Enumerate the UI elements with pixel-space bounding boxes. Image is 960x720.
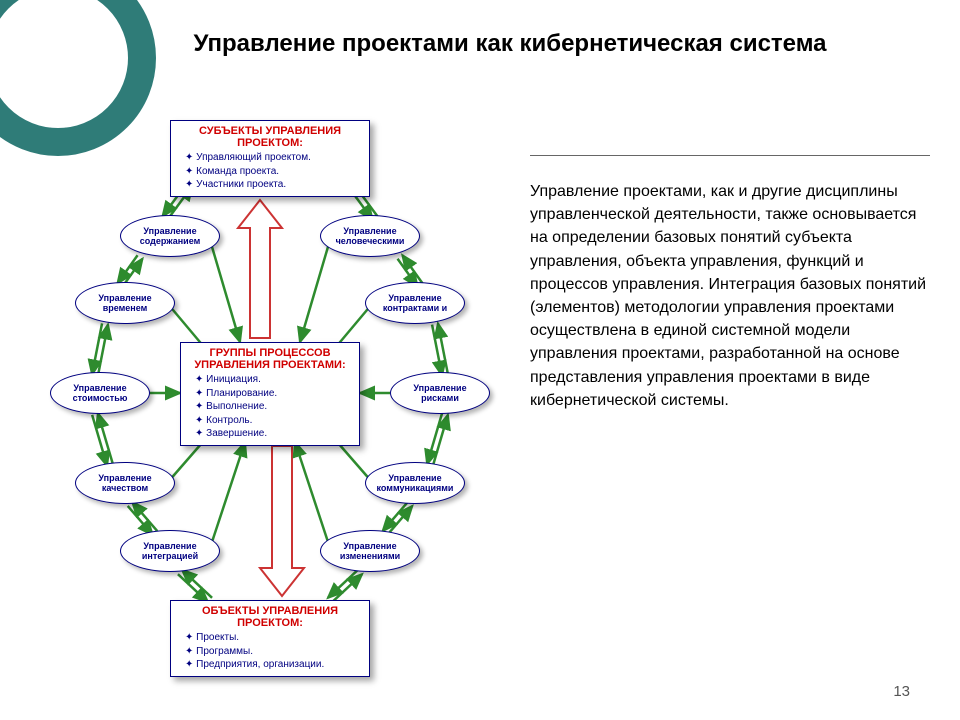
big-arrow-up [238,200,282,338]
divider [530,155,930,156]
ellipse-label: Управление рисками [397,383,483,404]
ellipse-label: Управление изменениями [327,541,413,562]
arrow [210,240,240,342]
page-number: 13 [893,683,910,700]
body-text: Управление проектами, как и другие дисци… [530,180,930,412]
ellipse-comm: Управление коммуникациями [365,462,465,504]
arrow [295,442,330,548]
box-list-item: Участники проекта. [185,178,361,192]
ellipse-quality: Управление качеством [75,462,175,504]
arrow [300,240,330,342]
box-list: Проекты.Программы.Предприятия, организац… [179,631,361,672]
box-list: Инициация.Планирование.Выполнение.Контро… [189,373,351,441]
ellipse-label: Управление человеческими [327,226,413,247]
box-list: Управляющий проектом.Команда проекта.Уча… [179,151,361,192]
box-list-item: Выполнение. [195,400,351,414]
box-title: СУБЪЕКТЫ УПРАВЛЕНИЯ ПРОЕКТОМ: [179,125,361,149]
box-list-item: Завершение. [195,427,351,441]
ellipse-changes: Управление изменениями [320,530,420,572]
box-list-item: Контроль. [195,414,351,428]
big-arrow-down [260,446,304,596]
ellipse-time: Управление временем [75,282,175,324]
ellipse-contracts: Управление контрактами и [365,282,465,324]
box-list-item: Планирование. [195,387,351,401]
ellipse-label: Управление стоимостью [57,383,143,404]
box-title: ГРУППЫ ПРОЦЕССОВ УПРАВЛЕНИЯ ПРОЕКТАМИ: [189,347,351,371]
ellipse-label: Управление контрактами и [372,293,458,314]
box-list-item: Предприятия, организации. [185,658,361,672]
arrow [210,442,245,548]
box-list-item: Команда проекта. [185,165,361,179]
ellipse-content: Управление содержанием [120,215,220,257]
box-list-item: Программы. [185,645,361,659]
ellipse-label: Управление коммуникациями [372,473,458,494]
ellipse-label: Управление качеством [82,473,168,494]
box-subjects: СУБЪЕКТЫ УПРАВЛЕНИЯ ПРОЕКТОМ:Управляющий… [170,120,370,197]
box-list-item: Инициация. [195,373,351,387]
box-objects: ОБЪЕКТЫ УПРАВЛЕНИЯ ПРОЕКТОМ:Проекты.Прог… [170,600,370,677]
ellipse-label: Управление содержанием [127,226,213,247]
box-list-item: Проекты. [185,631,361,645]
ellipse-risk: Управление рисками [390,372,490,414]
page-title: Управление проектами как кибернетическая… [100,30,920,58]
box-processes: ГРУППЫ ПРОЦЕССОВ УПРАВЛЕНИЯ ПРОЕКТАМИ:Ин… [180,342,360,446]
ellipse-label: Управление интеграцией [127,541,213,562]
ellipse-hr: Управление человеческими [320,215,420,257]
ellipse-integration: Управление интеграцией [120,530,220,572]
ellipse-cost: Управление стоимостью [50,372,150,414]
diagram: СУБЪЕКТЫ УПРАВЛЕНИЯ ПРОЕКТОМ:Управляющий… [40,110,500,700]
box-list-item: Управляющий проектом. [185,151,361,165]
ellipse-label: Управление временем [82,293,168,314]
box-title: ОБЪЕКТЫ УПРАВЛЕНИЯ ПРОЕКТОМ: [179,605,361,629]
